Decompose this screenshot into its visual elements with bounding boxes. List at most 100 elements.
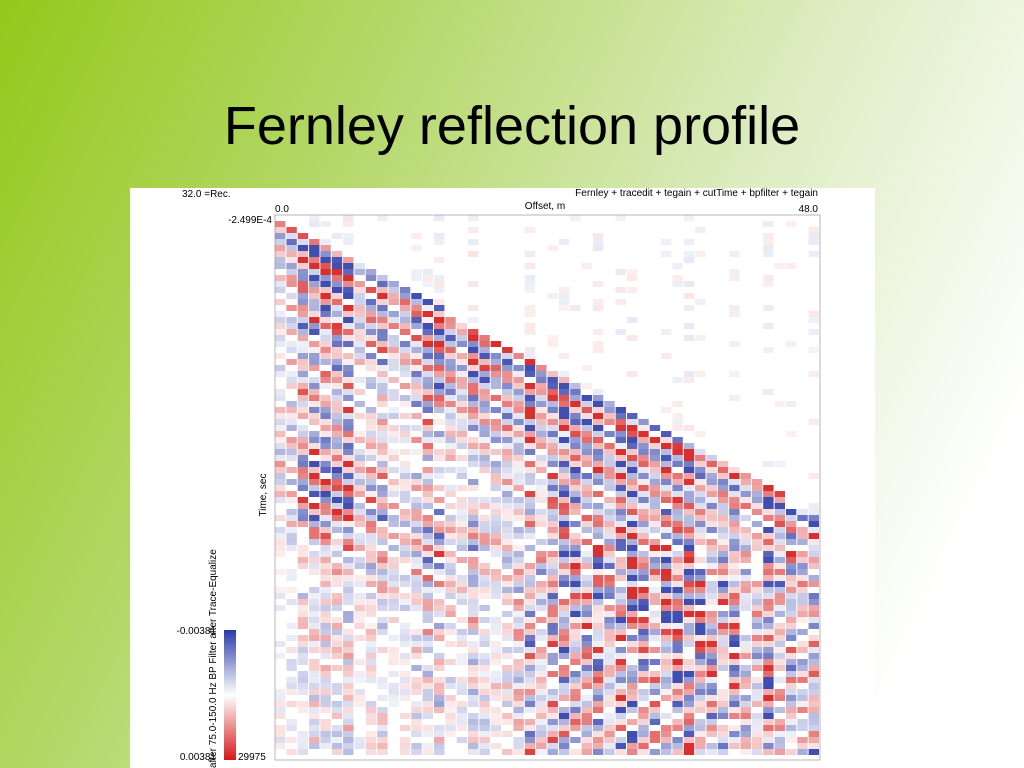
trace-sample — [547, 713, 558, 719]
trace-sample — [695, 737, 706, 743]
trace-sample — [661, 641, 672, 647]
trace-sample — [740, 479, 751, 485]
trace-sample — [377, 395, 388, 401]
trace-sample — [695, 527, 706, 533]
trace-sample — [638, 689, 649, 695]
trace-sample — [297, 245, 309, 251]
trace-sample — [275, 515, 286, 521]
trace-sample — [411, 515, 422, 521]
trace-sample — [490, 341, 502, 347]
trace-sample — [729, 527, 740, 533]
trace-sample — [581, 623, 592, 629]
trace-sample — [445, 503, 456, 509]
trace-sample — [354, 503, 365, 509]
trace-sample — [785, 515, 797, 521]
trace-sample — [524, 425, 536, 431]
trace-sample — [638, 635, 649, 641]
trace-sample — [422, 611, 433, 617]
trace-sample — [627, 683, 638, 689]
trace-sample — [365, 545, 377, 551]
trace-sample — [592, 725, 604, 731]
trace-sample — [456, 413, 468, 419]
trace-sample — [785, 605, 797, 611]
trace-sample — [445, 527, 456, 533]
trace-sample — [331, 263, 343, 269]
trace-sample — [581, 395, 592, 401]
trace-sample — [729, 485, 740, 491]
trace-sample — [377, 281, 388, 287]
trace-sample — [354, 599, 365, 605]
trace-sample — [547, 689, 558, 695]
trace-sample — [354, 437, 365, 443]
trace-sample — [592, 569, 604, 575]
trace-sample — [502, 395, 513, 401]
trace-sample — [763, 527, 774, 533]
trace-sample — [751, 647, 763, 653]
trace-sample — [536, 467, 547, 473]
trace-sample — [399, 653, 411, 659]
trace-sample — [456, 587, 468, 593]
trace-sample — [797, 725, 808, 731]
trace-sample — [672, 605, 683, 611]
trace-sample — [570, 629, 581, 635]
trace-sample — [309, 701, 320, 707]
trace-sample — [377, 443, 388, 449]
trace-sample — [729, 593, 740, 599]
trace-sample — [502, 443, 513, 449]
trace-sample — [808, 545, 819, 551]
trace-sample — [297, 431, 309, 437]
trace-sample — [309, 443, 320, 449]
trace-sample — [331, 653, 343, 659]
trace-sample — [706, 491, 717, 497]
trace-sample — [275, 437, 286, 443]
trace-sample — [365, 713, 377, 719]
trace-sample — [785, 725, 797, 731]
trace-sample — [502, 713, 513, 719]
trace-sample — [399, 737, 411, 743]
trace-sample — [627, 371, 638, 377]
trace-sample — [286, 233, 297, 239]
trace-sample — [774, 629, 785, 635]
trace-sample — [581, 437, 592, 443]
trace-sample — [672, 629, 683, 635]
trace-sample — [785, 731, 797, 737]
trace-sample — [649, 647, 661, 653]
trace-sample — [399, 395, 411, 401]
trace-sample — [695, 299, 706, 305]
trace-sample — [399, 599, 411, 605]
trace-sample — [627, 479, 638, 485]
trace-sample — [570, 389, 581, 395]
trace-sample — [331, 689, 343, 695]
trace-sample — [479, 569, 490, 575]
trace-sample — [479, 695, 490, 701]
trace-sample — [706, 719, 717, 725]
trace-sample — [422, 713, 433, 719]
trace-sample — [763, 737, 774, 743]
trace-sample — [479, 515, 490, 521]
trace-sample — [638, 629, 649, 635]
trace-sample — [286, 251, 297, 257]
trace-sample — [615, 521, 626, 527]
trace-sample — [581, 479, 592, 485]
trace-sample — [445, 443, 456, 449]
trace-sample — [320, 491, 331, 497]
trace-sample — [592, 281, 604, 287]
trace-sample — [388, 389, 399, 395]
trace-sample — [672, 599, 683, 605]
trace-sample — [581, 563, 592, 569]
trace-sample — [286, 545, 297, 551]
trace-sample — [377, 437, 388, 443]
trace-sample — [581, 497, 592, 503]
trace-sample — [377, 539, 388, 545]
trace-sample — [581, 407, 592, 413]
trace-sample — [399, 623, 411, 629]
trace-sample — [751, 641, 763, 647]
trace-sample — [343, 371, 354, 377]
trace-sample — [683, 581, 695, 587]
trace-sample — [354, 545, 365, 551]
trace-sample — [365, 671, 377, 677]
trace-sample — [536, 389, 547, 395]
trace-sample — [717, 527, 729, 533]
trace-sample — [547, 659, 558, 665]
trace-sample — [331, 461, 343, 467]
